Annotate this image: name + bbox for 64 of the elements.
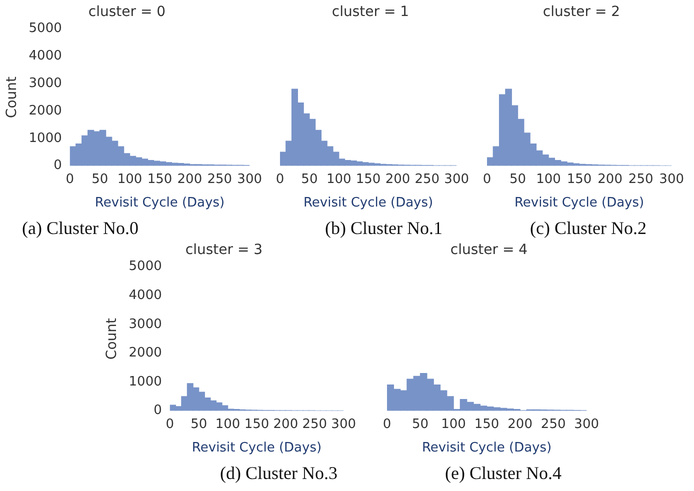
x-axis-title: Revisit Cycle (Days) [514,196,644,211]
x-tick-label: 200 [598,172,622,187]
text: (e) Cluster No.4 [445,463,562,484]
x-tick-label: 200 [273,416,298,432]
y-tick-label: 3000 [28,76,62,91]
chart-title: cluster = 2 [542,4,620,20]
text: (a) Cluster No.0 [22,218,138,239]
x-tick-label: 150 [566,172,592,187]
x-tick-label: 200 [508,416,532,432]
y-axis-title: Count [4,76,20,118]
x-axis-title: Revisit Cycle (Days) [192,440,322,456]
y-tick-label: 2000 [128,346,162,361]
x-tick-label: 300 [444,172,470,187]
x-tick-label: 0 [276,172,284,187]
x-tick-label: 300 [659,172,684,187]
x-tick-label: 0 [382,416,392,432]
y-tick-label: 5000 [28,21,62,36]
x-tick-label: 250 [302,416,328,432]
y-axis-title: Count [104,318,120,360]
chart-title: cluster = 0 [88,4,166,20]
x-tick-label: 100 [117,172,142,187]
x-axis-title: Revisit Cycle (Days) [303,196,434,211]
x-tick-label: 150 [244,416,270,432]
y-tick-label: 4000 [28,48,62,64]
x-axis-title: Revisit Cycle (Days) [94,196,225,211]
x-tick-label: 0 [482,172,492,187]
x-tick-label: 100 [441,416,466,432]
y-tick-label: 2000 [28,103,62,118]
text: (c) Cluster No.2 [530,218,646,239]
x-tick-label: 50 [301,172,318,187]
y-tick-label: 5000 [128,259,162,274]
x-tick-label: 200 [177,172,202,187]
x-tick-label: 150 [147,172,172,187]
x-tick-label: 150 [356,172,381,187]
x-tick-label: 0 [166,416,174,432]
y-tick-label: 1000 [128,374,162,390]
x-tick-label: 50 [190,416,208,432]
x-tick-label: 50 [412,416,429,432]
x-tick-label: 100 [326,172,352,187]
chart-title: cluster = 4 [450,242,528,258]
x-tick-label: 100 [215,416,240,432]
y-tick-label: 1000 [28,130,62,146]
y-tick-label: 0 [54,158,62,174]
y-tick-label: 3000 [128,316,162,332]
y-tick-label: 0 [154,403,162,418]
y-tick-label: 4000 [128,288,162,303]
x-tick-label: 250 [540,416,566,432]
x-tick-label: 150 [474,416,500,432]
x-axis-title: Revisit Cycle (Days) [422,440,552,456]
x-tick-label: 100 [536,172,561,187]
x-tick-label: 50 [92,172,108,187]
x-tick-label: 250 [414,172,440,187]
x-tick-label: 300 [331,416,356,432]
chart-title: cluster = 3 [185,242,263,258]
x-tick-label: 300 [237,172,262,187]
x-tick-label: 200 [385,172,410,187]
x-tick-label: 250 [207,172,232,187]
text: (d) Cluster No.3 [220,463,338,484]
x-tick-label: 250 [628,172,654,187]
text: (b) Cluster No.1 [325,218,442,239]
chart-title: cluster = 1 [332,4,410,20]
x-tick-label: 0 [66,172,74,187]
x-tick-label: 50 [509,172,526,187]
x-tick-label: 300 [574,416,600,432]
